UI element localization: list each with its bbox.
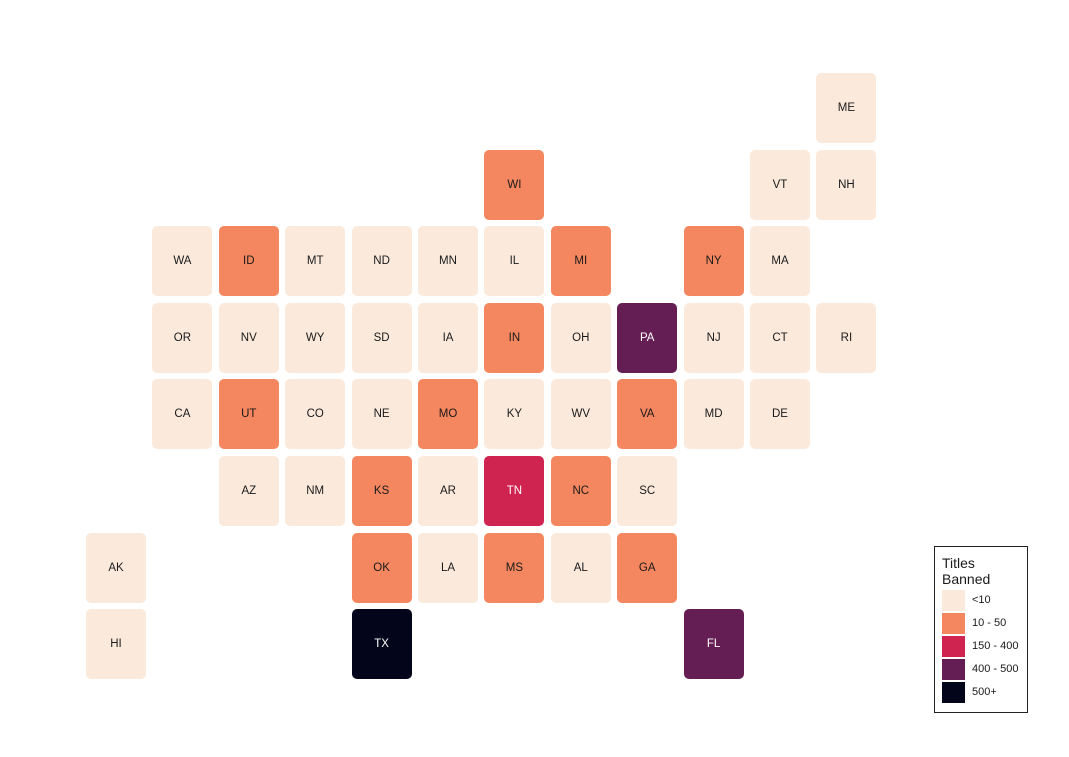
legend-label: 10 - 50: [972, 617, 1007, 629]
state-tile-vt: VT: [750, 149, 810, 220]
state-tile-me: ME: [816, 73, 877, 143]
state-tile-ky: KY: [484, 379, 545, 450]
state-tile-ca: CA: [152, 379, 213, 450]
legend-label: 400 - 500: [972, 663, 1019, 675]
state-tile-nj: NJ: [683, 302, 744, 373]
state-tile-in: IN: [484, 302, 545, 373]
state-tile-mo: MO: [418, 379, 478, 450]
state-tile-ar: AR: [418, 456, 478, 526]
state-tile-wv: WV: [550, 379, 611, 450]
state-tile-or: OR: [152, 302, 213, 373]
state-tile-mi: MI: [550, 226, 611, 297]
state-tile-nc: NC: [550, 456, 611, 526]
legend-item: <10: [942, 590, 1028, 611]
state-tile-ut: UT: [218, 379, 279, 450]
legend-item: 10 - 50: [942, 613, 1028, 634]
state-tile-id: ID: [218, 226, 279, 297]
state-tile-wi: WI: [484, 149, 545, 220]
legend: Titles Banned <10 10 - 50 150 - 400 400 - 50…: [934, 546, 1028, 713]
state-tile-nd: ND: [351, 226, 412, 297]
state-tile-mt: MT: [285, 226, 346, 297]
state-tile-ok: OK: [351, 532, 412, 603]
legend-swatch: [942, 613, 965, 634]
state-tile-hi: HI: [86, 609, 146, 680]
legend-label: <10: [972, 594, 991, 606]
state-tile-ne: NE: [351, 379, 412, 450]
state-tile-ri: RI: [816, 302, 877, 373]
state-tile-ma: MA: [750, 226, 810, 297]
state-tile-ny: NY: [683, 226, 744, 297]
state-tile-tn: TN: [484, 456, 545, 526]
state-tile-il: IL: [484, 226, 545, 297]
state-tile-ak: AK: [86, 532, 146, 603]
state-tile-nv: NV: [218, 302, 279, 373]
state-tile-ms: MS: [484, 532, 545, 603]
legend-item: 150 - 400: [942, 636, 1028, 657]
legend-label: 500+: [972, 686, 997, 698]
state-tile-md: MD: [683, 379, 744, 450]
state-tile-wa: WA: [152, 226, 213, 297]
legend-swatch: [942, 636, 965, 657]
state-tile-la: LA: [418, 532, 478, 603]
state-tile-mn: MN: [418, 226, 478, 297]
state-tile-nh: NH: [816, 149, 877, 220]
state-tile-sc: SC: [617, 456, 678, 526]
state-tile-ks: KS: [351, 456, 412, 526]
state-tile-sd: SD: [351, 302, 412, 373]
state-tile-oh: OH: [550, 302, 611, 373]
state-tile-ga: GA: [617, 532, 678, 603]
legend-swatch: [942, 659, 965, 680]
state-tile-nm: NM: [285, 456, 346, 526]
state-tile-ct: CT: [750, 302, 810, 373]
legend-swatch: [942, 590, 965, 611]
state-tile-wy: WY: [285, 302, 346, 373]
state-tile-al: AL: [550, 532, 611, 603]
state-tile-co: CO: [285, 379, 346, 450]
state-tile-ia: IA: [418, 302, 478, 373]
state-tile-de: DE: [750, 379, 810, 450]
state-tile-va: VA: [617, 379, 678, 450]
legend-label: 150 - 400: [972, 640, 1019, 652]
legend-swatch: [942, 682, 965, 703]
state-tile-fl: FL: [683, 609, 744, 680]
legend-item: 500+: [942, 682, 1028, 703]
legend-item: 400 - 500: [942, 659, 1028, 680]
state-tile-pa: PA: [617, 302, 678, 373]
legend-title: Titles Banned: [942, 555, 991, 587]
state-tile-az: AZ: [218, 456, 279, 526]
state-tile-tx: TX: [351, 609, 412, 680]
